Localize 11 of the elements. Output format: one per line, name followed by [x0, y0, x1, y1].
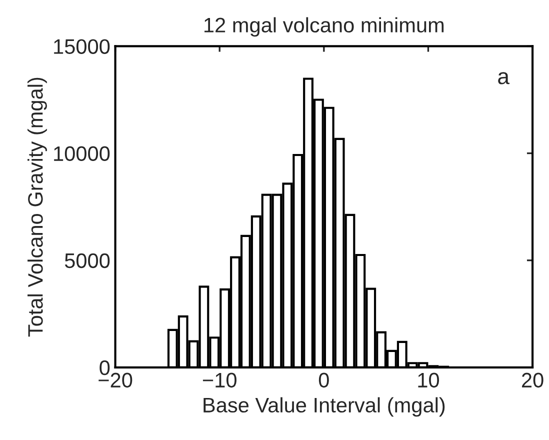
y-tick-label: 10000 [54, 146, 110, 162]
chart-title: 12 mgal volcano minimum [204, 17, 444, 37]
annotation: a [498, 72, 510, 84]
x-axis-title: Base Value Interval (mgal) [204, 397, 445, 417]
x-tick-label: 0 [318, 372, 329, 388]
y-tick-label: 5000 [64, 253, 110, 268]
y-axis-title: Total Volcano Gravity (mgal) [28, 78, 47, 337]
x-tick-label: 10 [418, 372, 439, 388]
x-tick-label: 20 [522, 372, 544, 388]
y-tick-label: 15000 [54, 39, 110, 54]
x-tick-label: −10 [202, 372, 236, 388]
